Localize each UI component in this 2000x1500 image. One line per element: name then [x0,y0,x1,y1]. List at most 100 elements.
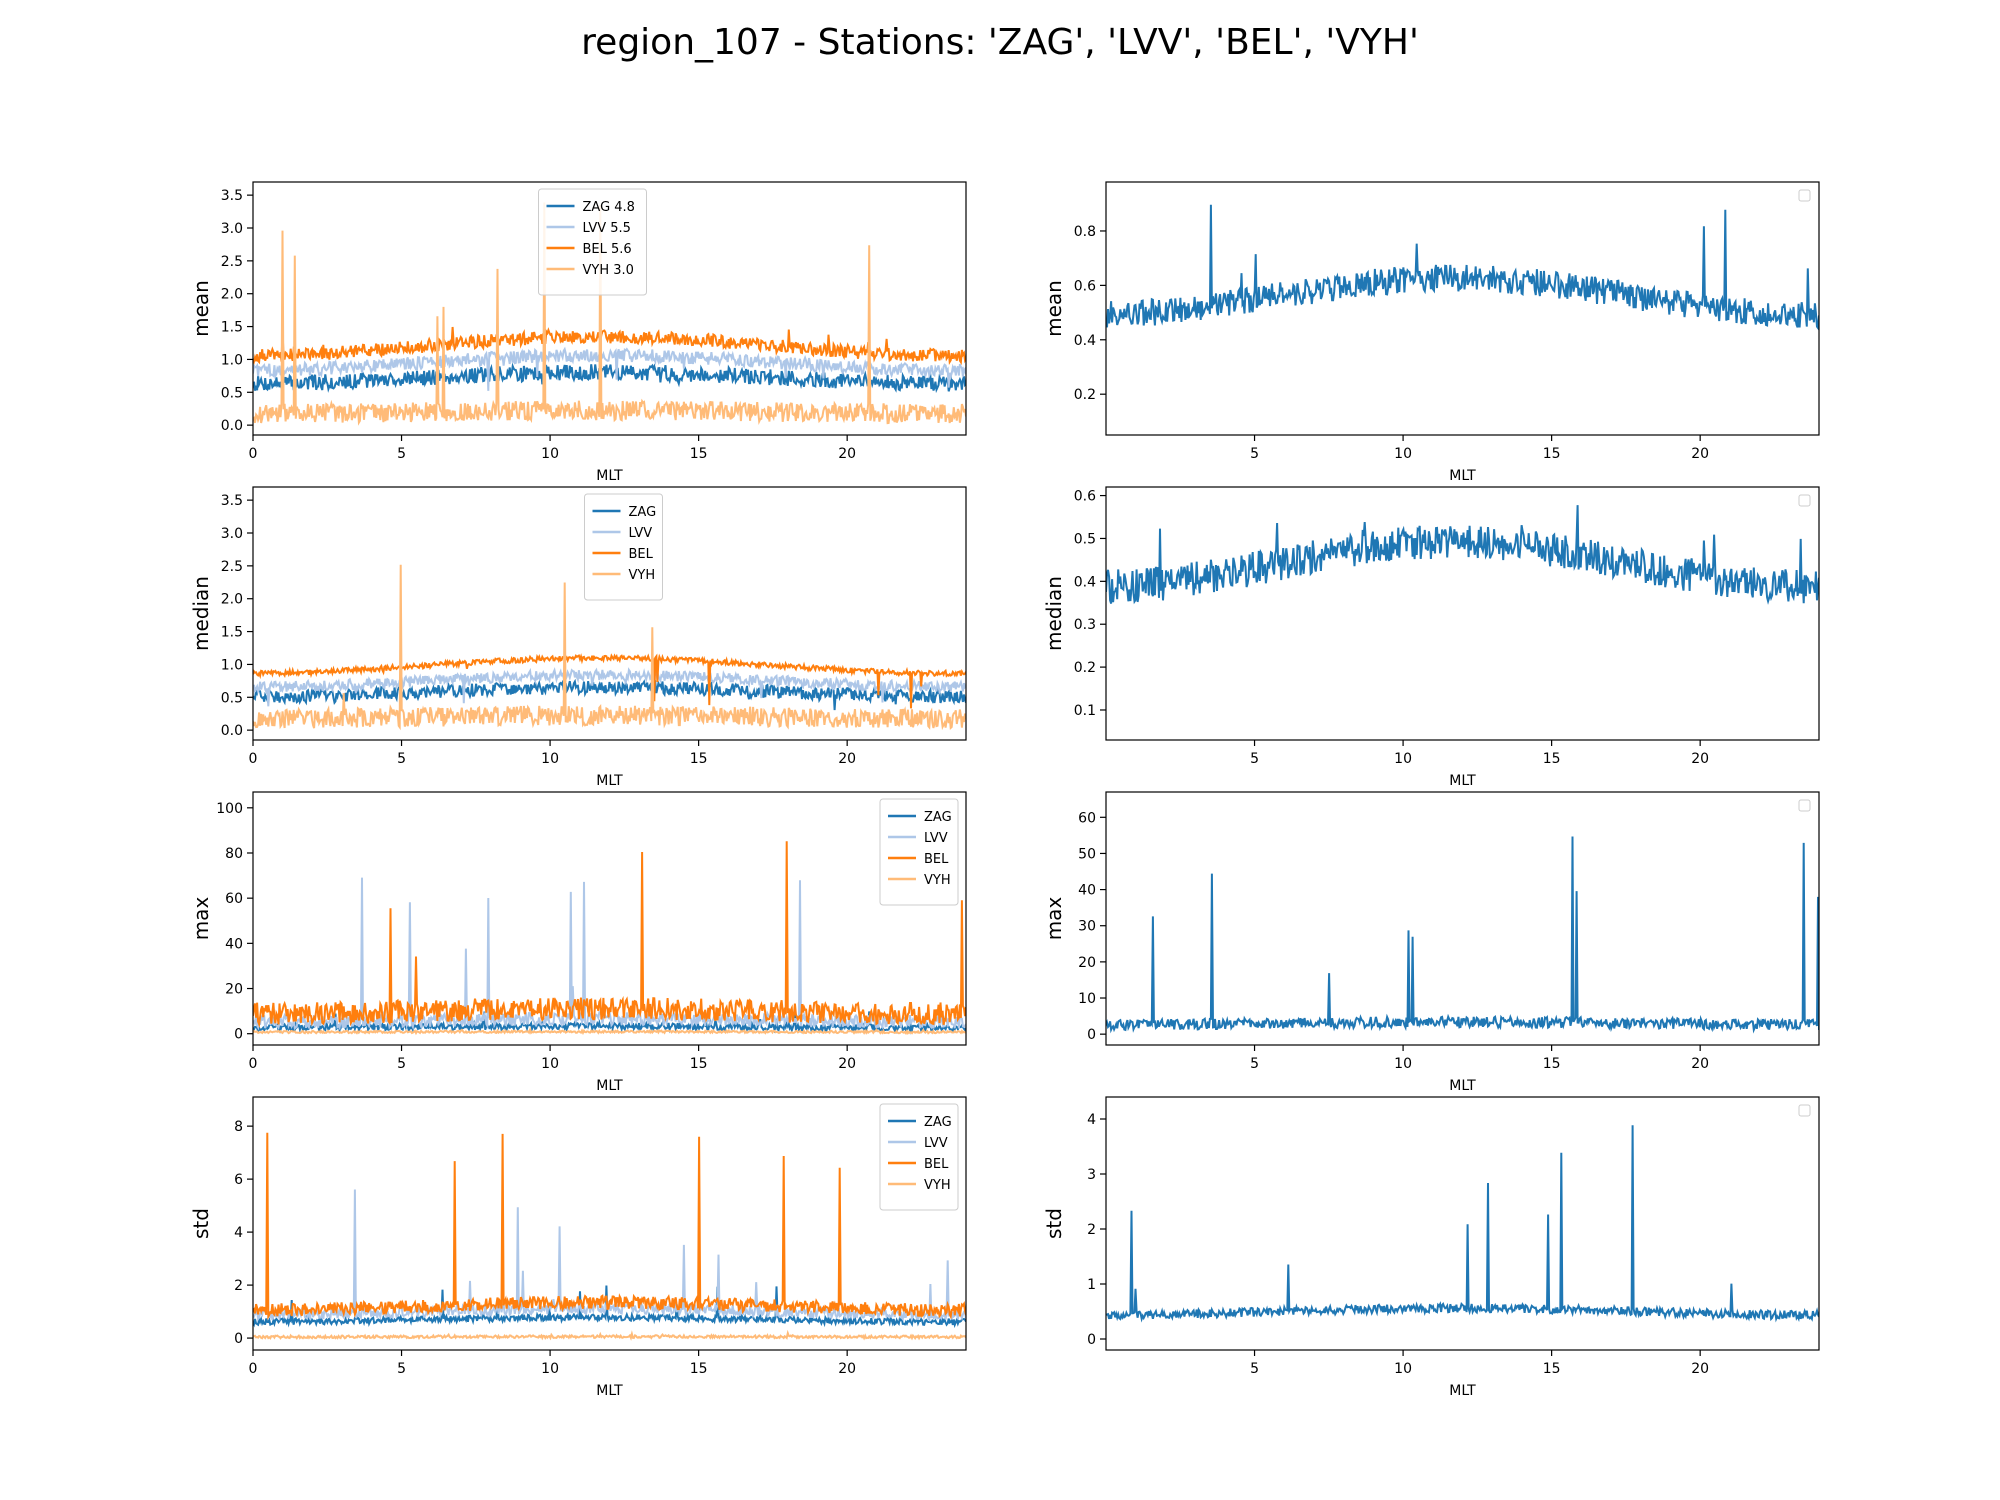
x-tick-label: 10 [1394,446,1412,462]
series-line-vyh [253,202,966,426]
y-tick-label: 2.5 [221,559,243,575]
legend-label-zag: ZAG [924,1115,952,1130]
y-tick-label: 3.5 [221,493,243,509]
series-group [1106,1125,1819,1323]
y-tick-label: 80 [225,846,243,862]
chart-panel-5: 0 5 10 15 20 0 20 40 60 80 100 MLT max ZAG LVV BEL VYH [189,791,967,1094]
legend-label-lvv: LVV [924,1136,948,1151]
y-tick-label: 0 [1087,1332,1096,1348]
legend-label-vyh: VYH [629,568,656,583]
y-tick-label: 1.0 [221,352,243,368]
y-tick-label: 2 [1087,1222,1096,1238]
legend: ZAG 4.8 LVV 5.5 BEL 5.6 VYH 3.0 [538,188,647,296]
x-tick-label: 5 [397,1056,406,1072]
y-tick-label: 60 [225,891,243,907]
y-tick-label: 2.5 [221,254,243,270]
x-axis-label: MLT [1449,468,1476,484]
x-tick-label: 5 [1250,446,1259,462]
x-tick-label: 10 [1394,1361,1412,1377]
x-tick-label: 20 [838,1361,856,1377]
y-tick-label: 0 [1087,1027,1096,1043]
y-tick-label: 0.5 [1074,531,1096,547]
y-tick-label: 0.6 [1074,278,1096,294]
series-line-vyh [253,1329,966,1341]
x-tick-label: 10 [541,1361,559,1377]
y-tick-label: 40 [1078,883,1096,899]
legend-label-lvv: LVV [629,526,653,541]
x-tick-label: 5 [1250,751,1259,767]
y-axis-label: max [189,897,213,941]
y-tick-label: 0.5 [221,385,243,401]
series-line-vyh [253,564,966,731]
x-tick-label: 15 [690,1361,708,1377]
y-axis-label: std [1042,1208,1066,1239]
chart-panel-3: 0 5 10 15 20 0.0 0.5 1.0 1.5 2.0 2.5 3.0 3.5 MLT media… [189,486,967,789]
y-tick-label: 2 [234,1278,243,1294]
y-tick-label: 0.3 [1074,617,1096,633]
y-tick-label: 60 [1078,810,1096,826]
x-tick-label: 0 [249,446,258,462]
y-tick-label: 2.0 [221,592,243,608]
plot-frame [1105,791,1820,1046]
legend-label-lvv: LVV [924,831,948,846]
series-line-zag [1106,836,1819,1034]
x-tick-label: 20 [1691,751,1709,767]
series-group [253,841,966,1036]
y-tick-label: 20 [225,982,243,998]
chart-panel-7: 0 5 10 15 20 0 2 4 6 8 MLT std ZAG LVV BEL VYH [189,1096,967,1399]
legend-label-bel: BEL [629,547,654,562]
y-tick-label: 6 [234,1172,243,1188]
y-tick-label: 3.0 [221,221,243,237]
y-tick-label: 2.0 [221,287,243,303]
legend: ZAG LVV BEL VYH [879,798,959,906]
figure-title: region_107 - Stations: 'ZAG', 'LVV', 'BE… [581,22,1419,63]
empty-legend [1798,1104,1811,1117]
x-tick-label: 10 [541,1056,559,1072]
plot-frame [252,181,967,436]
legend-label-vyh: VYH 3.0 [583,263,634,278]
series-group [253,202,966,426]
y-tick-label: 10 [1078,991,1096,1007]
chart-panel-1: 0 5 10 15 20 0.0 0.5 1.0 1.5 2.0 2.5 3.0 3.5 MLT mean Z… [189,181,967,484]
y-tick-label: 1.0 [221,657,243,673]
plot-frame [252,486,967,741]
x-tick-label: 20 [838,446,856,462]
x-axis-label: MLT [596,1078,623,1094]
y-tick-label: 0.6 [1074,489,1096,505]
y-tick-label: 30 [1078,919,1096,935]
x-axis-label: MLT [596,1383,623,1399]
x-tick-label: 10 [1394,751,1412,767]
y-tick-label: 0 [234,1331,243,1347]
x-tick-label: 20 [1691,1056,1709,1072]
series-line-lvv [253,667,966,707]
series-line-vyh [253,1026,966,1036]
y-tick-label: 20 [1078,955,1096,971]
series-line-bel [253,326,966,366]
legend-label-lvv: LVV 5.5 [583,221,631,236]
x-tick-label: 5 [397,1361,406,1377]
x-tick-label: 15 [1543,1361,1561,1377]
y-tick-label: 0.8 [1074,224,1096,240]
y-tick-label: 0.1 [1074,703,1096,719]
y-tick-label: 40 [225,936,243,952]
series-group [1106,836,1819,1034]
x-tick-label: 20 [1691,1361,1709,1377]
x-axis-label: MLT [1449,1383,1476,1399]
x-tick-label: 0 [249,1056,258,1072]
series-line-zag [1106,204,1819,331]
y-tick-label: 1.5 [221,625,243,641]
series-group [1106,204,1819,331]
legend-label-zag: ZAG [924,810,952,825]
plot-frame [1105,1096,1820,1351]
y-axis-label: std [189,1208,213,1239]
chart-panel-4: 5 10 15 20 0.1 0.2 0.3 0.4 0.5 0.6 MLT median [1042,486,1820,789]
y-tick-label: 3.0 [221,526,243,542]
x-tick-label: 20 [1691,446,1709,462]
x-axis-label: MLT [596,773,623,789]
chart-panel-8: 5 10 15 20 0 1 2 3 4 MLT std [1042,1096,1820,1399]
legend-label-bel: BEL 5.6 [583,242,632,257]
y-tick-label: 4 [234,1225,243,1241]
y-tick-label: 0.5 [221,690,243,706]
series-line-zag [253,1011,966,1035]
x-tick-label: 15 [1543,751,1561,767]
